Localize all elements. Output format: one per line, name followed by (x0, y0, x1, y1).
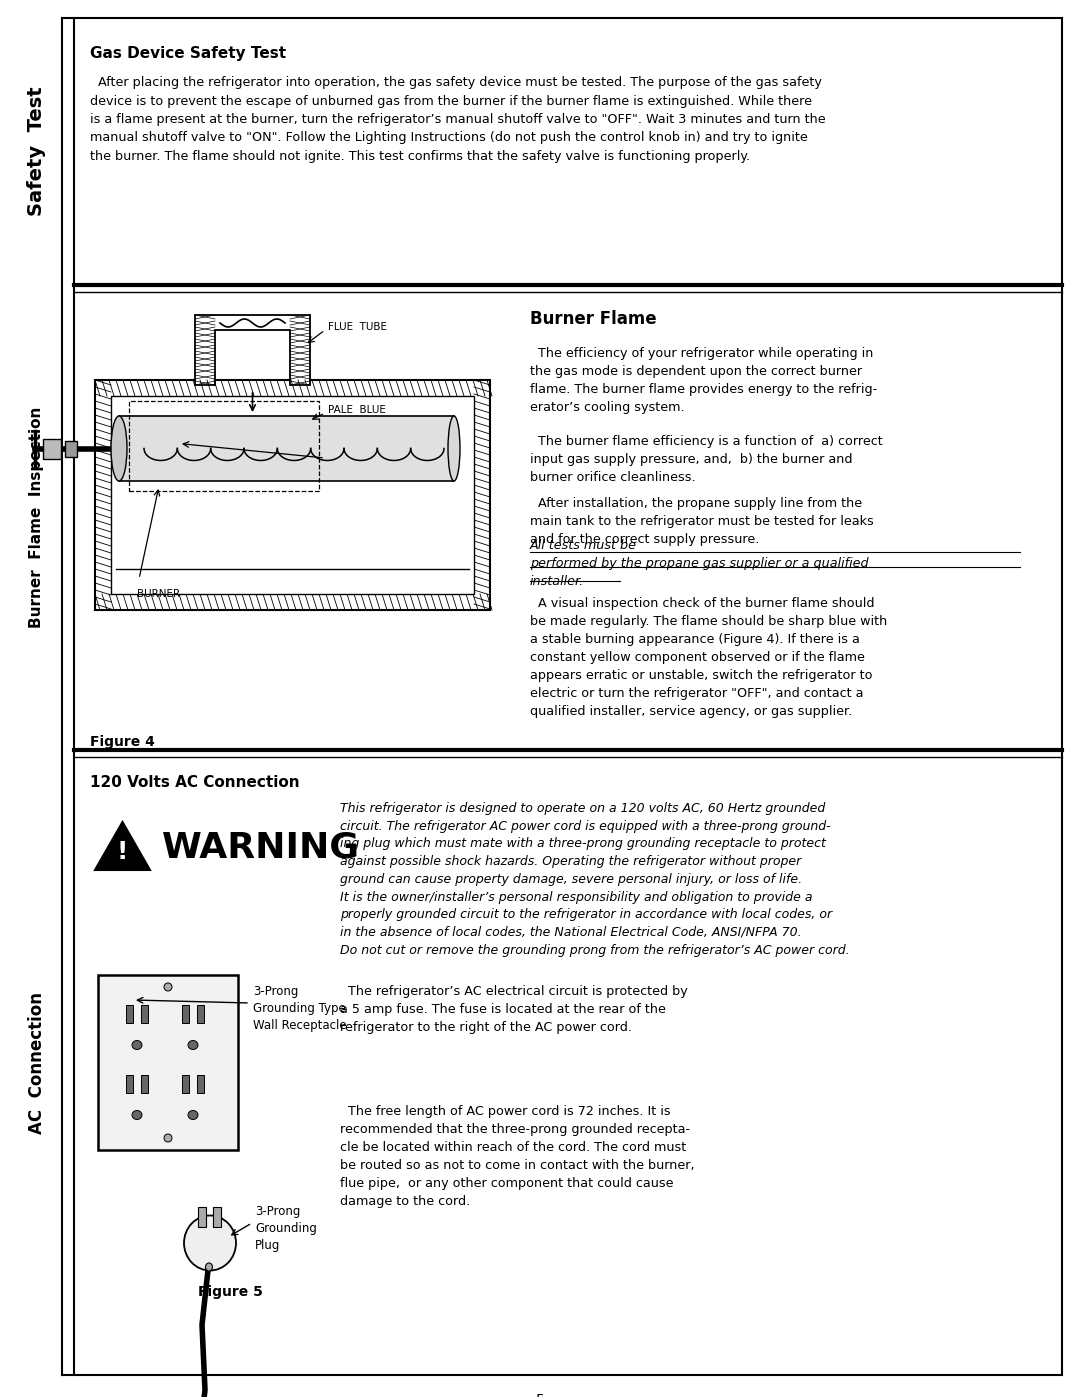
Text: Burner Flame: Burner Flame (530, 310, 657, 328)
Bar (126, 1004, 133, 1023)
Bar (183, 1076, 189, 1092)
Ellipse shape (184, 1215, 237, 1270)
Ellipse shape (448, 416, 460, 481)
Ellipse shape (188, 1041, 198, 1049)
Text: After installation, the propane supply line from the
main tank to the refrigerat: After installation, the propane supply l… (530, 497, 874, 546)
Text: WARNING: WARNING (162, 830, 360, 863)
Bar (213, 1207, 221, 1227)
Text: After placing the refrigerator into operation, the gas safety device must be tes: After placing the refrigerator into oper… (90, 75, 825, 163)
Text: SHARP  BLUE
INNER  CONE: SHARP BLUE INNER CONE (328, 450, 396, 474)
Text: The burner flame efficiency is a function of  a) correct
input gas supply pressu: The burner flame efficiency is a functio… (530, 434, 882, 483)
Ellipse shape (188, 1111, 198, 1119)
Text: Safety  Test: Safety Test (27, 87, 46, 217)
Text: The efficiency of your refrigerator while operating in
the gas mode is dependent: The efficiency of your refrigerator whil… (530, 346, 877, 414)
Ellipse shape (164, 1134, 172, 1141)
Ellipse shape (205, 1263, 213, 1271)
Bar (129, 401, 319, 490)
Text: Figure 5: Figure 5 (198, 1285, 262, 1299)
Text: 3-Prong
Grounding Type
Wall Receptacle: 3-Prong Grounding Type Wall Receptacle (253, 985, 347, 1032)
Text: The refrigerator’s AC electrical circuit is protected by
a 5 amp fuse. The fuse : The refrigerator’s AC electrical circuit… (340, 985, 688, 1034)
Text: 3-Prong
Grounding
Plug: 3-Prong Grounding Plug (255, 1206, 316, 1252)
Bar (119, 416, 454, 481)
Text: All tests must be
performed by the propane gas supplier or a qualified
installer: All tests must be performed by the propa… (530, 539, 868, 588)
Bar (198, 1207, 206, 1227)
Ellipse shape (132, 1041, 141, 1049)
Bar (111, 395, 474, 594)
Ellipse shape (111, 416, 127, 481)
Bar (197, 1076, 204, 1092)
Text: This refrigerator is designed to operate on a 120 volts AC, 60 Hertz grounded
ci: This refrigerator is designed to operate… (340, 802, 850, 957)
Ellipse shape (132, 1111, 141, 1119)
Text: Figure 4: Figure 4 (90, 735, 154, 749)
Text: A visual inspection check of the burner flame should
be made regularly. The flam: A visual inspection check of the burner … (530, 597, 888, 718)
Ellipse shape (164, 983, 172, 990)
Bar (98, 975, 238, 1150)
Text: !: ! (117, 840, 129, 863)
Text: PALE  BLUE
OUTER  CONE: PALE BLUE OUTER CONE (328, 405, 400, 429)
Bar (95, 380, 490, 610)
Bar (183, 1004, 189, 1023)
Bar (126, 1076, 133, 1092)
Bar (43, 439, 60, 458)
Text: The free length of AC power cord is 72 inches. It is
recommended that the three-: The free length of AC power cord is 72 i… (340, 1105, 694, 1208)
Bar (197, 1004, 204, 1023)
Bar (141, 1076, 148, 1092)
Text: Burner  Flame  Inspection: Burner Flame Inspection (29, 407, 44, 629)
Text: 5: 5 (536, 1393, 544, 1397)
Bar (141, 1004, 148, 1023)
Polygon shape (195, 314, 310, 386)
Text: 120 Volts AC Connection: 120 Volts AC Connection (90, 775, 299, 789)
Text: Gas Device Safety Test: Gas Device Safety Test (90, 46, 286, 61)
Text: AC  Connection: AC Connection (28, 992, 46, 1133)
Polygon shape (95, 821, 150, 870)
Bar (65, 440, 77, 457)
Text: BURNER: BURNER (137, 590, 180, 599)
Text: FLUE  TUBE: FLUE TUBE (328, 321, 387, 332)
